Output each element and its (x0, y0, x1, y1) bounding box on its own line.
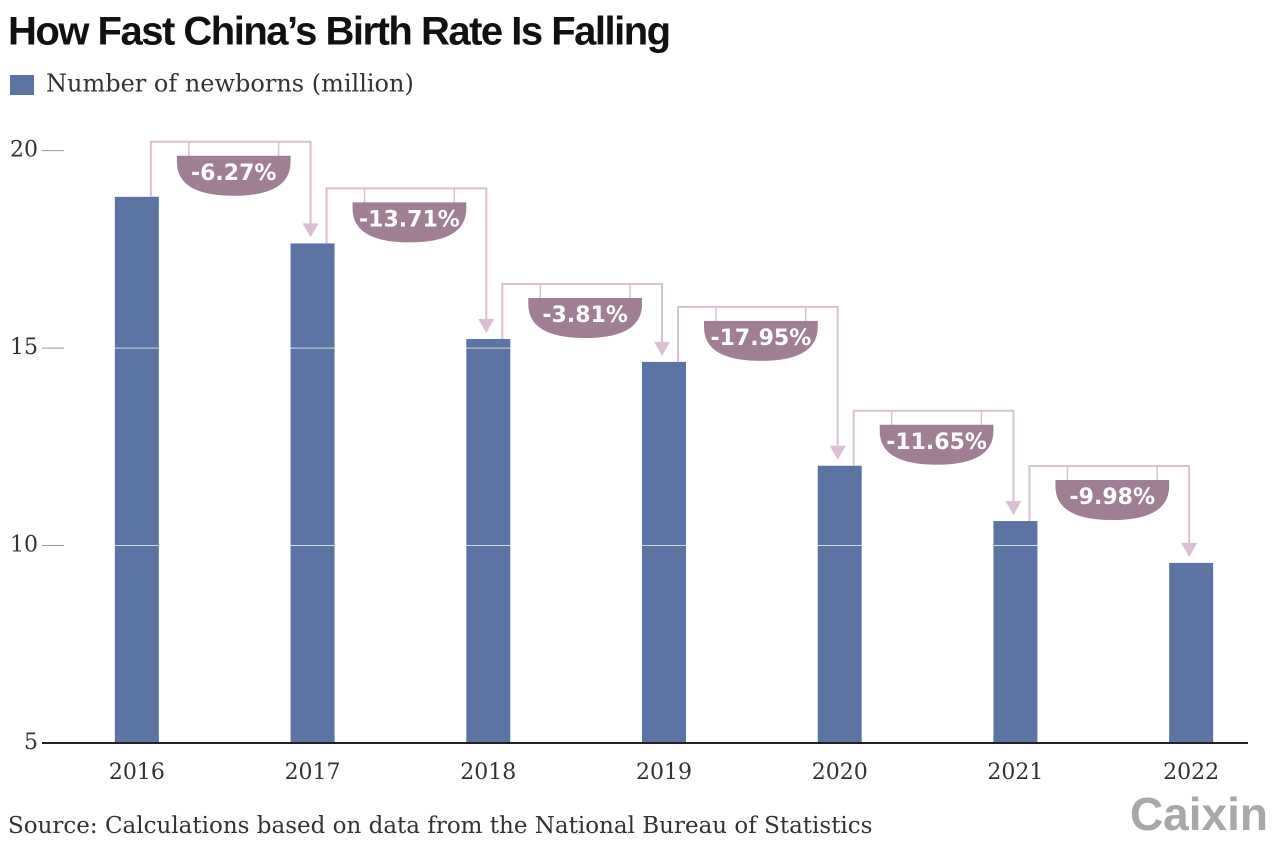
logo: Caixin (1130, 788, 1268, 840)
bracket (149, 140, 312, 226)
bar (642, 361, 686, 743)
source: Source: Calculations based on data from … (8, 813, 872, 839)
x-tick-label: 2018 (460, 760, 516, 785)
bracket (501, 282, 663, 344)
annotation-badge (1055, 480, 1170, 521)
annotation-label: -17.95% (710, 326, 811, 351)
chart-title: How Fast China’s Birth Rate Is Falling (8, 10, 670, 54)
annotation-badge (879, 424, 994, 465)
annotation-badge (352, 202, 467, 243)
annotation-label: -6.27% (191, 161, 276, 186)
arrow-head (654, 341, 670, 356)
annotation-label: -3.81% (542, 303, 627, 328)
bar (114, 196, 159, 743)
annotation-label: -11.65% (886, 430, 987, 455)
bracket (852, 409, 1015, 504)
bar (817, 465, 862, 743)
bar (466, 338, 511, 743)
x-tick-label: 2017 (285, 760, 341, 785)
arrow-head (1005, 501, 1022, 516)
annotation-badge (176, 155, 291, 196)
annotation-label: -13.71% (359, 207, 460, 232)
legend-label: Number of newborns (million) (46, 70, 414, 98)
arrow-head (1181, 542, 1198, 557)
legend-swatch (10, 75, 34, 95)
x-tick-label: 2020 (812, 760, 868, 785)
bracket (325, 187, 488, 321)
annotation-badge (704, 320, 818, 361)
y-tick-label: 5 (24, 730, 38, 755)
bar (1169, 562, 1214, 743)
annotation-label: -9.98% (1070, 485, 1155, 510)
bracket (677, 305, 839, 448)
x-tick-label: 2021 (987, 760, 1043, 785)
x-tick-label: 2019 (636, 760, 692, 785)
x-tick-label: 2022 (1163, 760, 1219, 785)
y-tick-label: 10 (10, 533, 38, 558)
arrow-head (302, 223, 319, 238)
bar (290, 243, 335, 743)
arrow-head (829, 445, 846, 460)
x-tick-label: 2016 (109, 760, 165, 785)
bar (993, 521, 1038, 743)
y-tick-label: 20 (10, 138, 38, 163)
arrow-head (478, 318, 495, 333)
y-tick-label: 15 (10, 335, 38, 360)
bracket (1028, 465, 1191, 545)
annotation-badge (528, 297, 642, 338)
